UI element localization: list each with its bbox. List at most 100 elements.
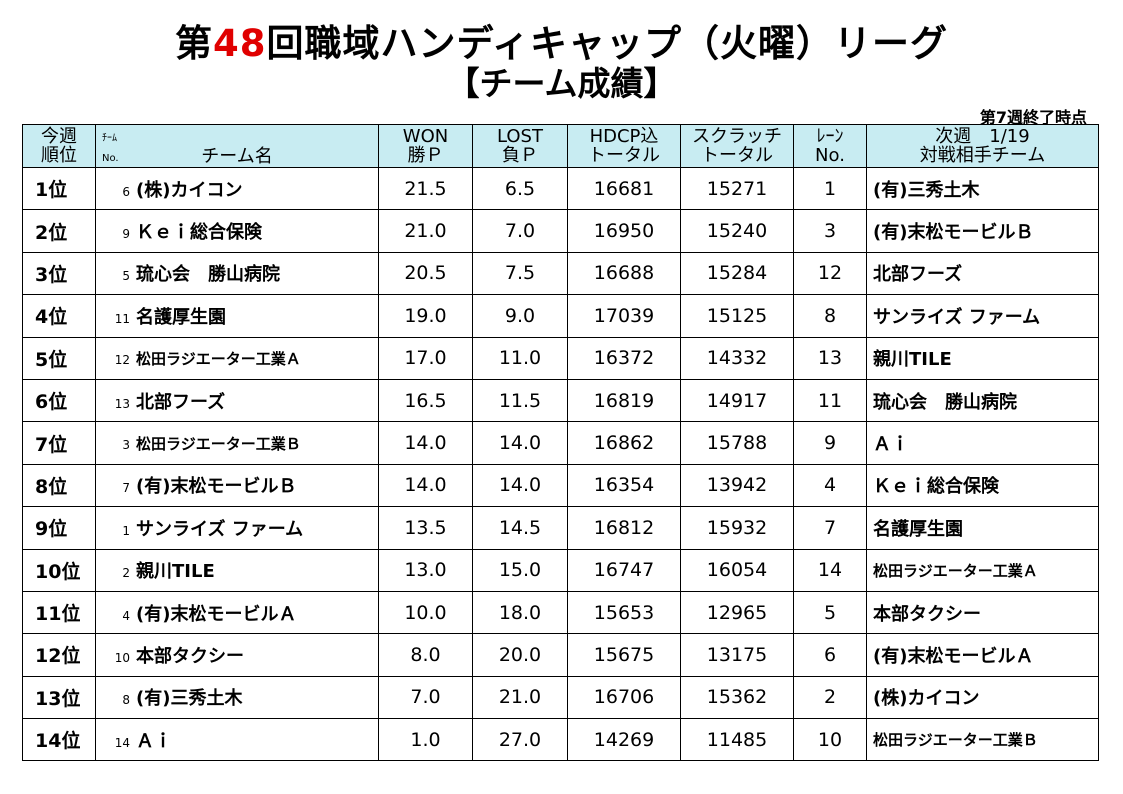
- team-cell: 12 松田ラジエーター工業Ａ: [95, 336, 379, 380]
- header-team-name-label: チーム名: [201, 146, 273, 167]
- scratch-total-cell: 15788: [680, 421, 794, 465]
- header-scratch-total: スクラッチ トータル: [680, 124, 794, 168]
- won-cell: 19.0: [378, 294, 473, 338]
- lost-cell: 6.5: [472, 166, 568, 211]
- won-cell: 21.0: [378, 209, 473, 253]
- scratch-total-cell: 12965: [680, 590, 794, 635]
- won-cell: 1.0: [378, 718, 473, 762]
- scratch-total-cell: 13175: [680, 633, 794, 677]
- lane-cell: 11: [793, 378, 867, 423]
- hdcp-total-cell: 17039: [567, 294, 681, 338]
- team-cell: 1 サンライズ ファーム: [95, 506, 379, 550]
- hdcp-total-cell: 16681: [567, 166, 681, 211]
- rank-cell: 2位: [22, 209, 96, 253]
- won-cell: 13.0: [378, 548, 473, 592]
- opponent-cell: 琉心会 勝山病院: [866, 378, 1099, 423]
- rank-cell: 8位: [22, 463, 96, 508]
- team-number: 4: [122, 608, 130, 623]
- table-row: 13位 8 (有)三秀土木 7.0 21.0 16706 15362 2 (株)カイコン: [22, 675, 1099, 720]
- team-name: Ｋｅｉ総合保険: [136, 222, 262, 244]
- team-name: 松田ラジエーター工業Ａ: [136, 350, 301, 369]
- table-row: 11位 4 (有)末松モービルＡ 10.0 18.0 15653 12965 5 本部タクシー: [22, 590, 1099, 635]
- header-team-tiny-label: ﾁｰﾑ: [102, 133, 117, 144]
- title-prefix: 第: [175, 22, 214, 65]
- table-row: 12位 10 本部タクシー 8.0 20.0 15675 13175 6 (有)末松モービルＡ: [22, 633, 1099, 677]
- opponent-cell: Ｋｅｉ総合保険: [866, 463, 1099, 508]
- rank-cell: 7位: [22, 421, 96, 465]
- hdcp-total-cell: 16747: [567, 548, 681, 592]
- lane-cell: 12: [793, 251, 867, 296]
- lost-cell: 18.0: [472, 590, 568, 635]
- scratch-total-cell: 11485: [680, 718, 794, 762]
- rank-cell: 5位: [22, 336, 96, 380]
- title-number: 48: [213, 22, 267, 65]
- table-row: 5位 12 松田ラジエーター工業Ａ 17.0 11.0 16372 14332 13 親川TIL…: [22, 336, 1099, 380]
- opponent-cell: サンライズ ファーム: [866, 294, 1099, 338]
- lane-cell: 10: [793, 718, 867, 762]
- team-name: (有)末松モービルＡ: [136, 603, 297, 625]
- opponent-cell: 北部フーズ: [866, 251, 1099, 296]
- table-row: 9位 1 サンライズ ファーム 13.5 14.5 16812 15932 7 名護厚生園: [22, 506, 1099, 550]
- won-cell: 14.0: [378, 463, 473, 508]
- header-next-opponent: 次週 1/19 対戦相手チーム: [866, 124, 1099, 168]
- scratch-total-cell: 16054: [680, 548, 794, 592]
- rank-cell: 3位: [22, 251, 96, 296]
- header-row: 今週 順位 ﾁｰﾑ No. チーム名 WON 勝Ｐ LOST 負Ｐ HDCP込 トータル…: [22, 124, 1099, 168]
- opponent-cell: 名護厚生園: [866, 506, 1099, 550]
- lane-cell: 1: [793, 166, 867, 211]
- team-number: 7: [122, 481, 130, 496]
- lane-cell: 13: [793, 336, 867, 380]
- lost-cell: 27.0: [472, 718, 568, 762]
- team-name: 松田ラジエーター工業Ｂ: [136, 435, 301, 454]
- scratch-total-cell: 13942: [680, 463, 794, 508]
- table-row: 14位 14 Ａｉ 1.0 27.0 14269 11485 10 松田ラジエーター工業Ｂ: [22, 718, 1099, 762]
- lost-cell: 14.0: [472, 421, 568, 465]
- team-number: 10: [114, 650, 130, 665]
- table-row: 8位 7 (有)末松モービルＢ 14.0 14.0 16354 13942 4 Ｋｅｉ総合保険: [22, 463, 1099, 508]
- team-cell: 3 松田ラジエーター工業Ｂ: [95, 421, 379, 465]
- lost-cell: 11.0: [472, 336, 568, 380]
- opponent-cell: (有)末松モービルＢ: [866, 209, 1099, 253]
- scratch-total-cell: 15240: [680, 209, 794, 253]
- standings-body: 1位 6 (株)カイコン 21.5 6.5 16681 15271 1 (有)三秀土木 2位 9 Ｋｅ…: [22, 166, 1099, 762]
- team-number: 11: [114, 311, 130, 326]
- team-cell: 10 本部タクシー: [95, 633, 379, 677]
- team-number: 3: [122, 438, 130, 453]
- team-cell: 8 (有)三秀土木: [95, 675, 379, 720]
- lost-cell: 7.0: [472, 209, 568, 253]
- rank-cell: 11位: [22, 590, 96, 635]
- team-name: 名護厚生園: [136, 306, 226, 328]
- rank-cell: 12位: [22, 633, 96, 677]
- opponent-cell: (有)末松モービルＡ: [866, 633, 1099, 677]
- team-number: 6: [122, 184, 130, 199]
- won-cell: 7.0: [378, 675, 473, 720]
- table-row: 7位 3 松田ラジエーター工業Ｂ 14.0 14.0 16862 15788 9 Ａｉ: [22, 421, 1099, 465]
- team-name: 本部タクシー: [136, 645, 244, 667]
- team-number: 14: [114, 735, 130, 750]
- won-cell: 16.5: [378, 378, 473, 423]
- lane-cell: 9: [793, 421, 867, 465]
- won-cell: 13.5: [378, 506, 473, 550]
- rank-cell: 13位: [22, 675, 96, 720]
- team-cell: 5 琉心会 勝山病院: [95, 251, 379, 296]
- lane-cell: 8: [793, 294, 867, 338]
- header-lost: LOST 負Ｐ: [472, 124, 568, 168]
- lost-cell: 20.0: [472, 633, 568, 677]
- team-number: 9: [122, 227, 130, 242]
- opponent-cell: Ａｉ: [866, 421, 1099, 465]
- rank-cell: 14位: [22, 718, 96, 762]
- hdcp-total-cell: 16372: [567, 336, 681, 380]
- team-cell: 7 (有)末松モービルＢ: [95, 463, 379, 508]
- hdcp-total-cell: 16950: [567, 209, 681, 253]
- lane-cell: 4: [793, 463, 867, 508]
- team-name: (有)末松モービルＢ: [136, 476, 297, 498]
- opponent-cell: 親川TILE: [866, 336, 1099, 380]
- team-name: 親川TILE: [136, 561, 215, 583]
- lost-cell: 9.0: [472, 294, 568, 338]
- lost-cell: 14.0: [472, 463, 568, 508]
- header-lane: ﾚｰﾝ No.: [793, 124, 867, 168]
- rank-cell: 4位: [22, 294, 96, 338]
- rank-cell: 9位: [22, 506, 96, 550]
- won-cell: 14.0: [378, 421, 473, 465]
- lost-cell: 15.0: [472, 548, 568, 592]
